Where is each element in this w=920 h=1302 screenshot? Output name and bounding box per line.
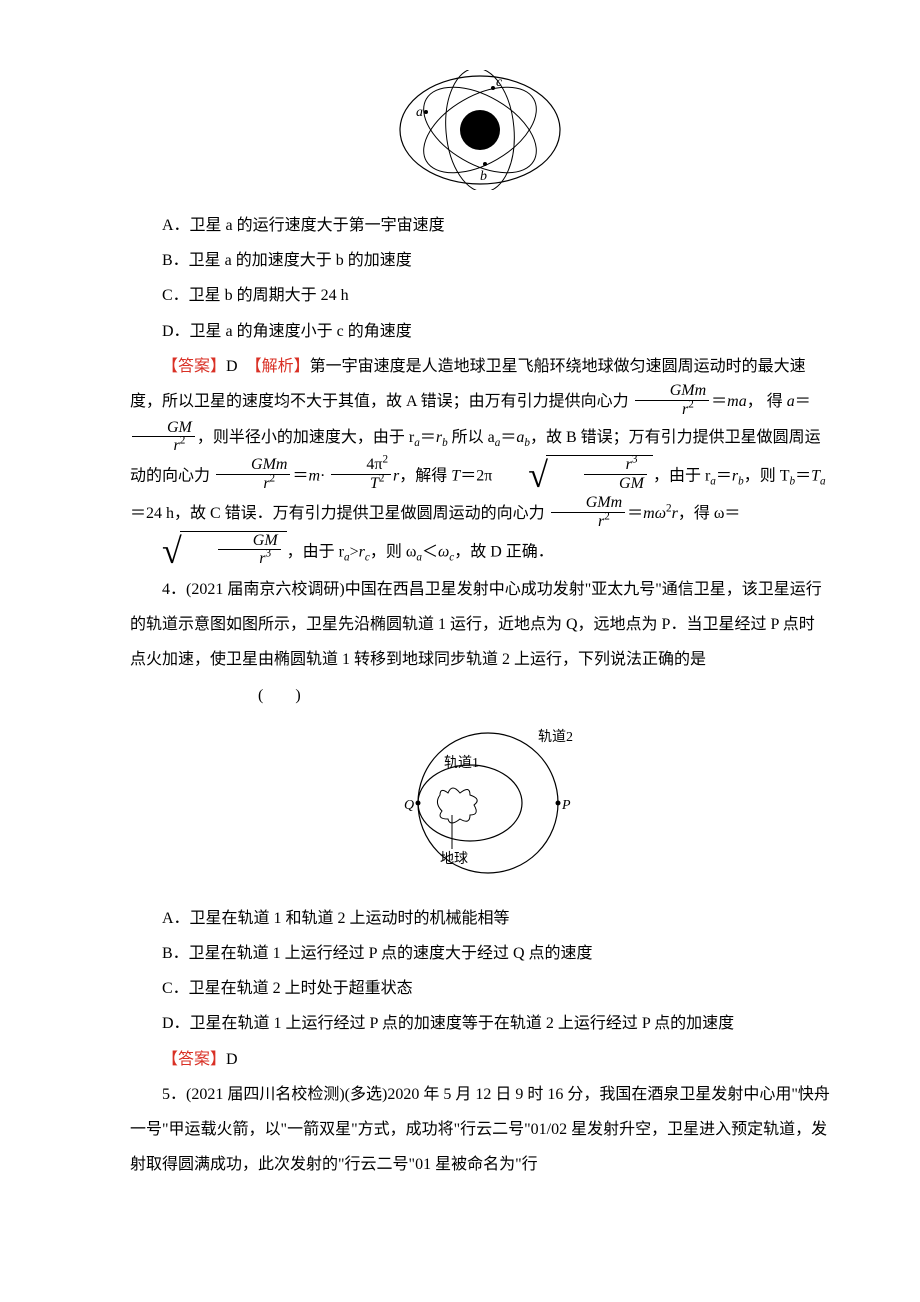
label-orbit2: 轨道2 (538, 729, 573, 745)
eq: ＝ (795, 393, 811, 410)
eq: ＝ (500, 429, 516, 446)
s2-tail: ，则半径小的加速度大，由于 r (197, 429, 414, 446)
frac-GMm-r2-2: GMm r2 (216, 456, 290, 492)
frac-num: GM (253, 532, 278, 549)
label-orbit1: 轨道1 (444, 755, 479, 771)
q3-option-c: C．卫星 b 的周期大于 24 h (130, 278, 830, 313)
q4-number: 4． (162, 581, 186, 598)
frac-GMm-r2-3: GMm r2 (551, 494, 625, 530)
mw2: mω (643, 505, 666, 522)
q4-option-c: C．卫星在轨道 2 上时处于超重状态 (130, 971, 830, 1006)
q3-optD-text: D．卫星 a 的角速度小于 c 的角速度 (162, 323, 412, 340)
q5-source: (2021 届四川名校检测)(多选) (186, 1086, 387, 1103)
label-a: a (416, 105, 423, 120)
q4-optB-text: B．卫星在轨道 1 上运行经过 P 点的速度大于经过 Q 点的速度 (162, 945, 593, 962)
q4-stem: 4．(2021 届南京六校调研)中国在西昌卫星发射中心成功发射"亚太九号"通信卫… (130, 572, 830, 713)
frac-num: GMm (670, 382, 706, 399)
eq: ＝ (795, 467, 811, 484)
page: a b c A．卫星 a 的运行速度大于第一宇宙速度 B．卫星 a 的加速度大于… (0, 0, 920, 1302)
q3-option-d: D．卫星 a 的角速度小于 c 的角速度 (130, 314, 830, 349)
gt: > (350, 543, 359, 560)
T: T (451, 467, 460, 484)
label-P: P (561, 798, 571, 813)
s3-mid2: ，则 T (744, 467, 790, 484)
frac-GM-r2: GM r2 (132, 419, 195, 455)
q4-orbits-svg: 轨道1 轨道2 Q P 地球 (370, 723, 590, 883)
m: m (308, 467, 320, 484)
q3-optA-text: A．卫星 a 的运行速度大于第一宇宙速度 (162, 217, 445, 234)
q3-figure: a b c (130, 70, 830, 190)
comma: ， (747, 393, 763, 410)
s2-mid: 所以 a (448, 429, 495, 446)
frac-num: GMm (586, 494, 622, 511)
label-earth: 地球 (440, 851, 468, 867)
eq: ＝ (420, 429, 436, 446)
frac-den: GM (619, 475, 644, 492)
frac-num: GMm (251, 456, 287, 473)
analysis-label: 【解析】 (254, 358, 310, 375)
dot: · (320, 467, 325, 484)
q3-option-a: A．卫星 a 的运行速度大于第一宇宙速度 (130, 208, 830, 243)
frac-4pi2-T2: 4π2 T2 (331, 456, 391, 492)
sub-a4: a (820, 475, 826, 487)
sqrt-GM-r3: √ GM r3 (130, 531, 287, 570)
s5-mid2: ，则 ω (370, 543, 417, 560)
eq: ＝ (716, 467, 732, 484)
q3-answer-block: 【答案】D 【解析】第一宇宙速度是人造地球卫星飞船环绕地球做匀速圆周运动时的最大… (130, 349, 830, 572)
label-Q: Q (404, 798, 414, 813)
q3-option-b: B．卫星 a 的加速度大于 b 的加速度 (130, 243, 830, 278)
q4-source: (2021 届南京六校调研) (186, 581, 345, 598)
s5-mid: ，得 ω＝ (678, 505, 741, 522)
label-c: c (496, 75, 503, 90)
q4-optC-text: C．卫星在轨道 2 上时处于超重状态 (162, 980, 413, 997)
eq-sym: ＝ (711, 393, 727, 410)
frac-den-base: T (370, 475, 379, 492)
label-b: b (480, 169, 487, 184)
q4-option-a: A．卫星在轨道 1 和轨道 2 上运动时的机械能相等 (130, 901, 830, 936)
q3-optC-text: C．卫星 b 的周期大于 24 h (162, 287, 349, 304)
q4-paren: ( ) (226, 678, 301, 713)
sqrt-r3-GM: √ r3 GM (496, 455, 653, 494)
frac-num: GM (167, 419, 192, 436)
eq1-rhs: ma (727, 393, 747, 410)
s3-tail: ，由于 r (653, 467, 710, 484)
q4-optD-text: D．卫星在轨道 1 上运行经过 P 点的加速度等于在轨道 2 上运行经过 P 点… (162, 1015, 734, 1032)
q5-stem: 5．(2021 届四川名校检测)(多选)2020 年 5 月 12 日 9 时 … (130, 1077, 830, 1183)
q3-orbits-svg: a b c (390, 70, 570, 190)
q5-number: 5． (162, 1086, 186, 1103)
q4-answer-block: 【答案】D (130, 1042, 830, 1077)
s3-mid: ，解得 (399, 467, 451, 484)
q4-answer: D (226, 1051, 238, 1068)
var-a: a (787, 393, 795, 410)
answer-label: 【答案】 (162, 1051, 226, 1068)
s3-val: ＝24 h，故 C 错误．万有引力提供卫星做圆周运动的向心力 (130, 505, 545, 522)
s2-pre: 得 (767, 393, 787, 410)
q4-figure: 轨道1 轨道2 Q P 地球 (130, 723, 830, 883)
lt: ＜ (422, 543, 438, 560)
answer-label: 【答案】 (162, 358, 226, 375)
frac-GMm-r2-1: GMm r2 (635, 382, 709, 418)
eq-2pi: ＝2π (460, 467, 492, 484)
s5-tail: ，由于 r (287, 543, 344, 560)
eq: ＝ (627, 505, 643, 522)
s5-end: ，故 D 正确． (454, 543, 554, 560)
q3-answer: D (226, 358, 238, 375)
q3-optB-text: B．卫星 a 的加速度大于 b 的加速度 (162, 252, 412, 269)
q4-option-d: D．卫星在轨道 1 上运行经过 P 点的加速度等于在轨道 2 上运行经过 P 点… (130, 1006, 830, 1041)
q4-optA-text: A．卫星在轨道 1 和轨道 2 上运动时的机械能相等 (162, 910, 510, 927)
frac-num: 4π (366, 456, 382, 473)
eq: ＝ (292, 467, 308, 484)
q4-option-b: B．卫星在轨道 1 上运行经过 P 点的速度大于经过 Q 点的速度 (130, 936, 830, 971)
